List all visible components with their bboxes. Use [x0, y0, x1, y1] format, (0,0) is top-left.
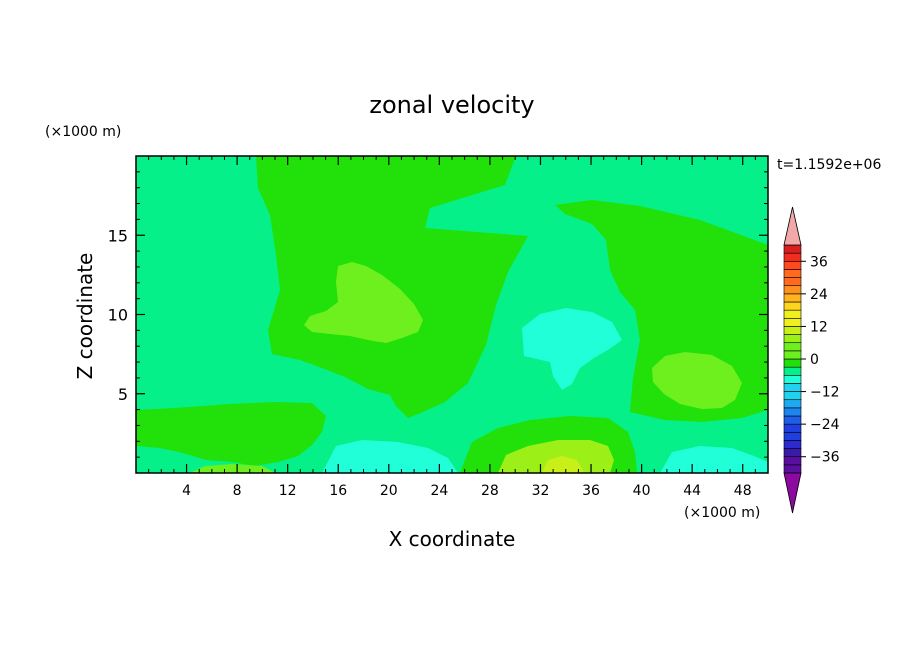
x-tick-label-16: 16 [329, 483, 347, 499]
chart-title: zonal velocity [369, 91, 534, 119]
x-tick-label-40: 40 [633, 483, 651, 499]
colorbar-under-arrow [783, 472, 802, 514]
x-tick-label-32: 32 [532, 483, 550, 499]
colorbar-band [783, 301, 802, 311]
colorbar-over-arrow [783, 206, 802, 246]
region-bottom-left [136, 402, 326, 466]
region-near-surface-slow [322, 440, 458, 473]
region-bottom-core [498, 440, 614, 473]
colorbar-tick-label: 12 [810, 319, 828, 335]
region-near-surface-slow-right [660, 446, 768, 473]
colorbar-band [783, 260, 802, 270]
colorbar-tick-label: 36 [810, 254, 828, 270]
y-ticks: 5 10 15 [108, 171, 768, 458]
colorbar-tick-label: 0 [810, 352, 819, 368]
colorbar-band [783, 464, 802, 474]
colorbar-band [783, 269, 802, 278]
x-tick-label-12: 12 [279, 483, 297, 499]
colorbar-band [783, 317, 802, 327]
region-bottom-yellow [542, 456, 584, 473]
colorbar-band [783, 309, 802, 319]
x-tick-label-36: 36 [582, 483, 600, 499]
colorbar [783, 206, 802, 514]
colorbar-band [783, 252, 802, 262]
colorbar-band [783, 399, 802, 409]
colorbar-band [783, 456, 802, 466]
colorbar-band [783, 391, 802, 401]
colorbar-band [783, 423, 802, 433]
colorbar-tick-label: −24 [810, 417, 840, 433]
colorbar-band [783, 334, 802, 344]
x-tick-label-44: 44 [683, 483, 701, 499]
colorbar-band [783, 415, 802, 425]
colorbar-ticks: 36 24 12 0 −12 −24 −36 [801, 254, 840, 466]
colorbar-band [783, 277, 802, 287]
colorbar-band [783, 448, 802, 458]
x-tick-label-28: 28 [481, 483, 499, 499]
y-axis-label: Z coordinate [73, 253, 97, 380]
colorbar-band [783, 431, 802, 441]
x-tick-label-24: 24 [430, 483, 448, 499]
x-unit-label: (×1000 m) [684, 505, 760, 521]
colorbar-band [783, 407, 802, 417]
y-tick-label-15: 15 [108, 226, 128, 245]
colorbar-band [783, 342, 802, 352]
region-core-right [652, 352, 742, 409]
colorbar-band [783, 440, 802, 449]
colorbar-band [783, 326, 802, 335]
x-ticks: 4 8 12 16 20 24 28 32 36 40 44 48 [148, 156, 756, 499]
y-unit-label: (×1000 m) [45, 124, 121, 140]
colorbar-band [783, 285, 802, 295]
colorbar-band [783, 374, 802, 384]
colorbar-band [783, 244, 802, 254]
x-tick-label-48: 48 [734, 483, 752, 499]
x-tick-label-20: 20 [380, 483, 398, 499]
colorbar-band [783, 366, 802, 376]
colorbar-tick-label: −12 [810, 385, 840, 401]
colorbar-band [783, 383, 802, 392]
y-tick-label-5: 5 [118, 385, 128, 404]
y-tick-label-10: 10 [108, 306, 128, 325]
region-core-left [304, 262, 423, 343]
x-tick-label-4: 4 [182, 483, 191, 499]
time-label: t=1.1592e+06 [777, 157, 881, 173]
colorbar-band [783, 293, 802, 303]
colorbar-tick-label: −36 [810, 450, 840, 466]
colorbar-band [783, 350, 802, 360]
x-axis-label: X coordinate [389, 527, 516, 551]
x-tick-label-8: 8 [233, 483, 242, 499]
region-slow-pocket [522, 308, 622, 390]
velocity-field [136, 156, 768, 473]
colorbar-band [783, 358, 802, 368]
colorbar-tick-label: 24 [810, 287, 828, 303]
